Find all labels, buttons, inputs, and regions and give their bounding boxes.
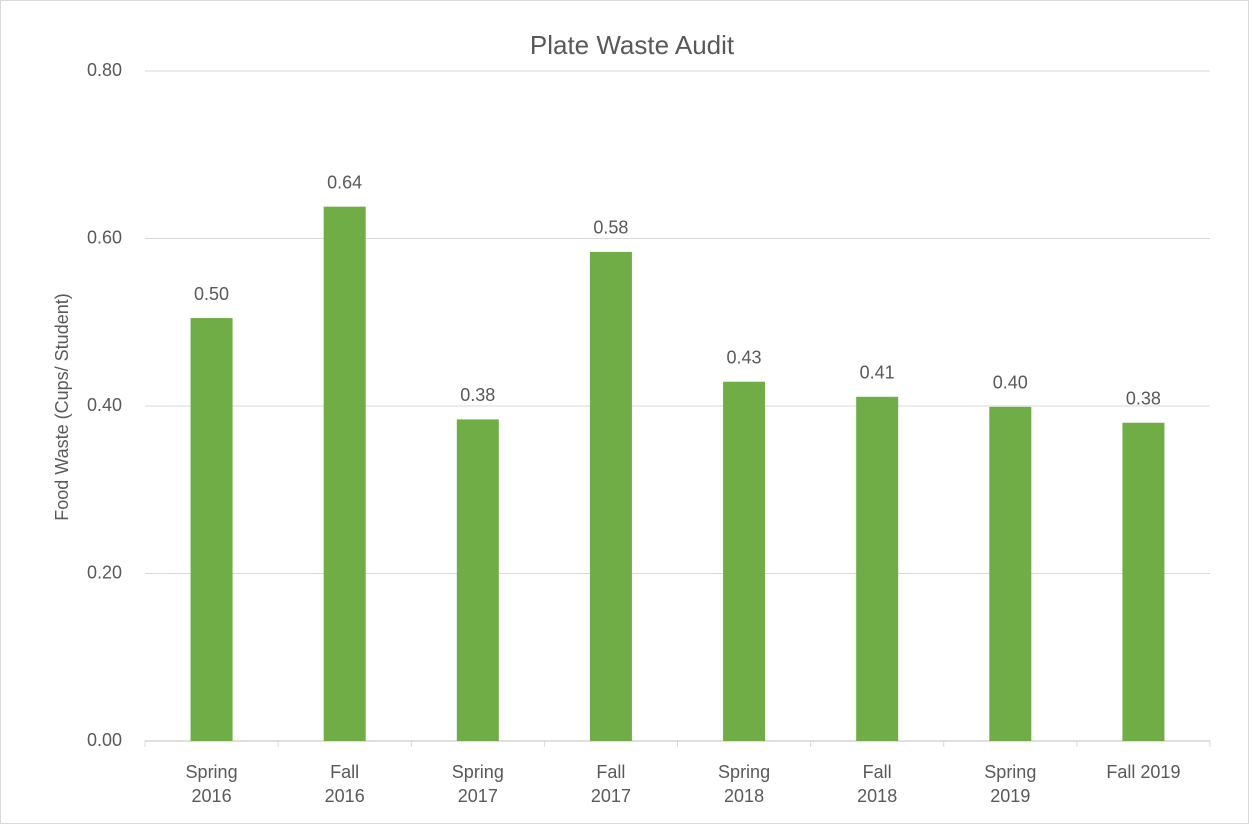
x-tick-label: Spring 2017 <box>452 762 504 806</box>
data-label: 0.58 <box>593 218 628 238</box>
data-label: 0.38 <box>460 385 495 405</box>
x-tick-label: Spring 2018 <box>718 762 770 806</box>
data-label: 0.50 <box>194 284 229 304</box>
bar <box>989 406 1032 741</box>
y-axis-label: Food Waste (Cups/ Student) <box>52 293 72 520</box>
bar <box>190 318 233 741</box>
data-label: 0.64 <box>327 172 362 192</box>
x-tick-label: Fall 2018 <box>857 762 897 806</box>
data-label: 0.40 <box>993 373 1028 393</box>
data-label: 0.43 <box>727 347 762 367</box>
data-label: 0.41 <box>860 363 895 383</box>
y-tick-label: 0.60 <box>87 227 122 247</box>
x-tick-label: Fall 2017 <box>591 762 631 806</box>
x-tick-label: Spring 2019 <box>984 762 1036 806</box>
y-tick-label: 0.40 <box>87 395 122 415</box>
data-label: 0.38 <box>1126 389 1161 409</box>
y-tick-label: 0.00 <box>87 730 122 750</box>
y-tick-label: 0.80 <box>87 60 122 80</box>
bar <box>723 381 766 741</box>
bar <box>1122 422 1165 741</box>
x-tick-label: Fall 2019 <box>1106 762 1180 782</box>
bar <box>456 419 499 741</box>
x-tick-label: Spring 2016 <box>186 762 238 806</box>
y-tick-label: 0.20 <box>87 562 122 582</box>
bar <box>856 396 899 741</box>
bar <box>589 251 632 741</box>
bar <box>323 206 366 742</box>
x-tick-label: Fall 2016 <box>325 762 365 806</box>
chart-title: Plate Waste Audit <box>530 30 735 60</box>
